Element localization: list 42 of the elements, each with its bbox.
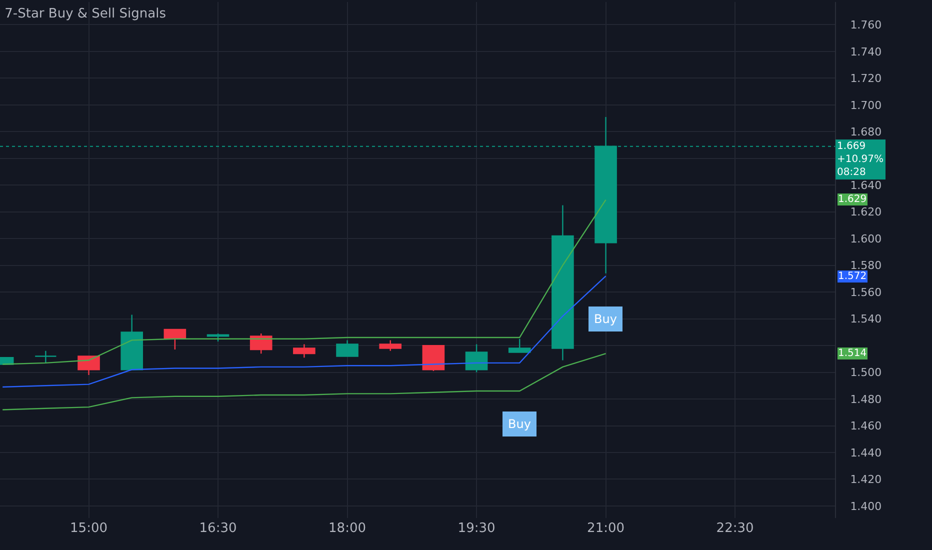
y-tick-label: 1.760: [850, 18, 882, 32]
y-tick-label: 1.480: [850, 392, 882, 406]
y-tick-label: 1.620: [850, 206, 882, 219]
ref-line-label: 1.669 +10.97% 08:28: [837, 141, 884, 178]
candlestick: [422, 344, 445, 372]
candlestick: [78, 356, 100, 376]
x-tick-label: 19:30: [458, 521, 496, 536]
candlestick: [379, 340, 402, 352]
y-tick-label: 1.460: [850, 420, 882, 433]
x-tick-label: 15:00: [70, 521, 108, 536]
text: 1.629: [838, 194, 867, 205]
y-tick-label: 1.740: [850, 45, 882, 58]
text: 1.572: [838, 271, 867, 282]
line-series: [2, 352, 606, 410]
text: 1.514: [838, 348, 867, 359]
y-tick-label: 1.420: [850, 473, 882, 486]
y-tick-label: 1.680: [850, 126, 882, 139]
candlestick: [552, 204, 574, 361]
chart-title: 7-Star Buy & Sell Signals: [4, 6, 166, 22]
y-tick-label: 1.540: [850, 312, 882, 326]
x-tick-label: 21:00: [587, 521, 625, 536]
y-tick-label: 1.440: [850, 446, 882, 460]
y-tick-label: 1.580: [850, 259, 882, 272]
x-tick-label: 18:00: [328, 521, 366, 536]
candlestick: [250, 332, 272, 354]
annotation: Buy: [508, 417, 531, 431]
y-tick-label: 1.700: [850, 98, 882, 112]
annotation: Buy: [594, 312, 617, 326]
candlestick: [508, 338, 531, 353]
y-tick-label: 1.720: [850, 72, 882, 86]
candlestick: [336, 340, 358, 357]
y-tick-label: 1.400: [850, 500, 882, 513]
x-tick-label: 22:30: [716, 521, 754, 536]
y-tick-label: 1.640: [850, 178, 882, 192]
x-tick-label: 16:30: [199, 521, 237, 536]
y-tick-label: 1.500: [850, 366, 882, 380]
candlestick: [34, 350, 57, 364]
y-tick-label: 1.600: [850, 232, 882, 246]
candlestick: [465, 344, 488, 373]
candlestick: [293, 344, 316, 358]
y-tick-label: 1.560: [850, 286, 882, 299]
candlestick: [120, 314, 143, 370]
